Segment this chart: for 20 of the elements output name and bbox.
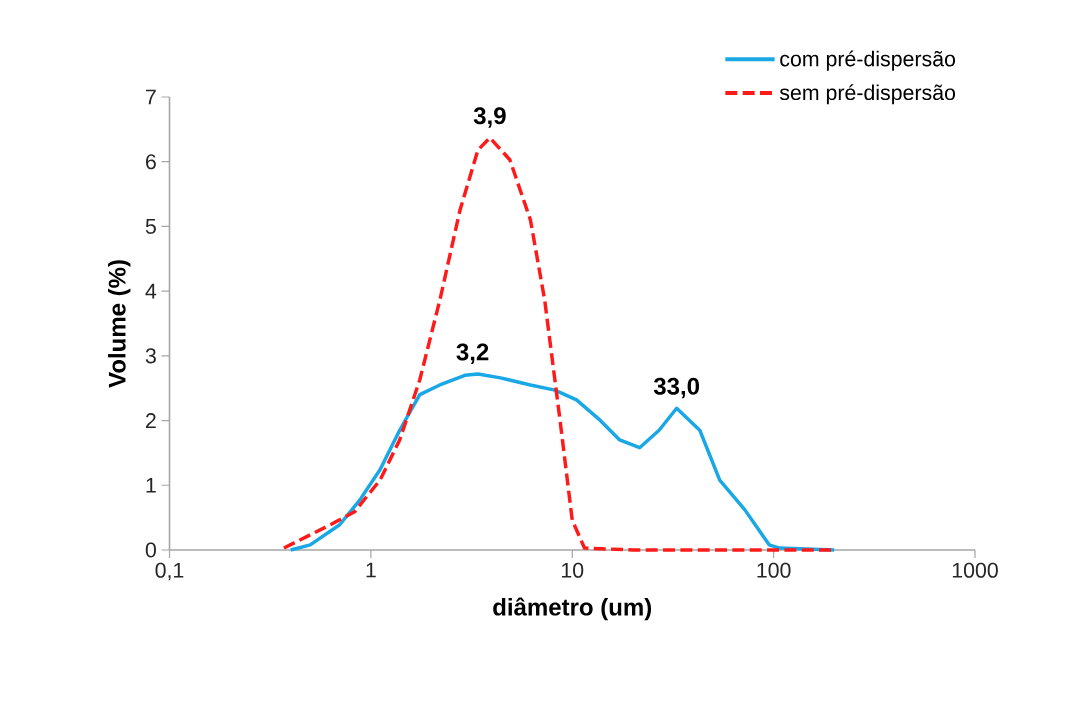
x-tick-label: 0,1 [155, 562, 184, 581]
y-tick-label: 1 [146, 477, 156, 493]
y-axis-title: Volume (%) [108, 260, 131, 388]
annotation: 3,9 [473, 107, 506, 128]
annotation: 33,0 [653, 377, 700, 399]
y-tick-label: 6 [146, 154, 156, 170]
x-tick-label: 10 [562, 562, 584, 578]
y-tick-label: 0 [145, 542, 156, 558]
x-tick-label: 1 [366, 562, 376, 578]
legend-label: sem pré-dispersão [779, 84, 956, 105]
y-tick-label: 2 [146, 413, 156, 429]
legend-label: com pré-dispersão [780, 50, 956, 71]
x-tick-label: 1000 [952, 562, 998, 578]
annotation: 3,2 [456, 343, 489, 364]
y-tick-label: 4 [145, 283, 157, 299]
y-tick-label: 5 [145, 218, 156, 234]
y-tick-label: 3 [145, 348, 156, 364]
y-tick-label: 7 [146, 89, 156, 105]
x-tick-label: 100 [757, 562, 791, 578]
x-axis-title: diâmetro (um) [493, 597, 652, 621]
